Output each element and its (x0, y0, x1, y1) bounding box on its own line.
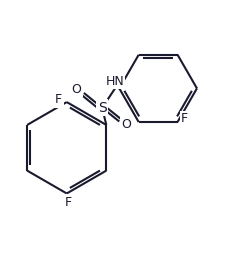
Text: O: O (122, 118, 132, 131)
Text: F: F (64, 196, 71, 209)
Text: F: F (55, 93, 62, 106)
Text: HN: HN (105, 75, 124, 88)
Text: F: F (181, 112, 188, 125)
Text: O: O (72, 83, 81, 96)
Text: S: S (98, 101, 106, 115)
